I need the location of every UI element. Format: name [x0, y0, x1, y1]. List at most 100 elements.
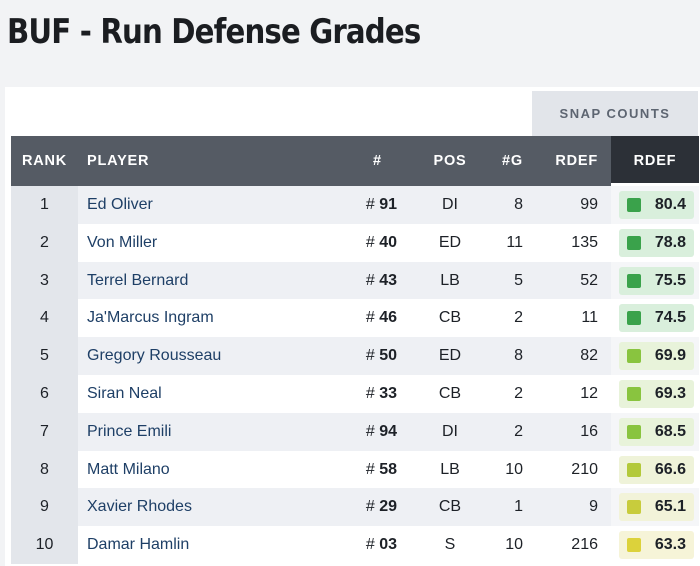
grade-value: 80.4 — [654, 196, 686, 213]
rank-cell: 5 — [11, 337, 78, 375]
jersey-number: # 46 — [331, 299, 397, 337]
jersey-number: # 33 — [331, 375, 397, 413]
table-row[interactable]: 1 Ed Oliver # 91 DI 8 99 80.4 — [11, 186, 699, 224]
jersey-hash: # — [365, 233, 375, 251]
grade-badge: 80.4 — [619, 191, 694, 219]
player-name-link[interactable]: Terrel Bernard — [87, 271, 189, 289]
column-header-snaps-rdef[interactable]: RDEF — [555, 153, 598, 169]
player-name-link[interactable]: Von Miller — [87, 233, 158, 251]
jersey-value: 58 — [379, 460, 397, 478]
jersey-value: 50 — [379, 347, 397, 365]
games-cell: 11 — [506, 233, 523, 251]
jersey-value: 94 — [379, 422, 397, 440]
snap-count-cell: 216 — [571, 536, 598, 554]
grade-color-swatch — [627, 198, 641, 212]
games-cell: 8 — [514, 196, 523, 213]
table-row[interactable]: 4 Ja'Marcus Ingram # 46 CB 2 11 74.5 — [11, 299, 699, 338]
column-header-pos[interactable]: POS — [433, 153, 467, 169]
jersey-hash: # — [365, 196, 375, 213]
player-name-link[interactable]: Gregory Rousseau — [87, 347, 222, 365]
jersey-value: 33 — [379, 384, 397, 402]
table-body: 1 Ed Oliver # 91 DI 8 99 80.4 2 Von Miller # 40 ED… — [11, 186, 699, 564]
snap-count-cell: 135 — [571, 233, 598, 251]
table-row[interactable]: 5 Gregory Rousseau # 50 ED 8 82 69.9 — [11, 337, 699, 375]
grade-value: 65.1 — [654, 498, 686, 516]
grade-cell: 78.8 — [611, 223, 699, 262]
jersey-value: 43 — [379, 271, 397, 289]
grade-badge: 66.6 — [619, 455, 694, 484]
grade-color-swatch — [627, 500, 641, 515]
table-row[interactable]: 3 Terrel Bernard # 43 LB 5 52 75.5 — [11, 261, 699, 300]
games-cell: 2 — [514, 309, 523, 327]
rank-cell: 6 — [11, 374, 78, 413]
jersey-number: # 58 — [331, 451, 397, 489]
column-header-jersey[interactable]: # — [373, 153, 382, 169]
grade-cell: 80.4 — [611, 186, 699, 224]
games-cell: 5 — [514, 271, 523, 289]
jersey-number: # 50 — [331, 337, 397, 375]
grade-badge: 69.3 — [619, 379, 694, 408]
grade-color-swatch — [627, 311, 641, 326]
rank-cell: 10 — [11, 526, 78, 564]
table-row[interactable]: 2 Von Miller # 40 ED 11 135 78.8 — [11, 223, 699, 262]
player-name-link[interactable]: Siran Neal — [87, 384, 162, 402]
grade-color-swatch — [627, 424, 641, 439]
games-cell: 1 — [514, 498, 523, 516]
column-header-games[interactable]: #G — [502, 153, 523, 169]
jersey-number: # 29 — [331, 488, 397, 526]
grade-cell: 74.5 — [611, 299, 699, 338]
position-cell: S — [444, 536, 456, 554]
column-header-grade-rdef[interactable]: RDEF — [611, 136, 699, 186]
table-row[interactable]: 7 Prince Emili # 94 DI 2 16 68.5 — [11, 412, 699, 451]
player-name-link[interactable]: Damar Hamlin — [87, 536, 190, 554]
grade-cell: 68.5 — [611, 412, 699, 451]
grade-cell: 75.5 — [611, 261, 699, 300]
grade-cell: 63.3 — [611, 526, 699, 564]
snap-count-cell: 9 — [589, 498, 598, 516]
table-header-row: RANK PLAYER # POS #G RDEF RDEF — [11, 136, 699, 186]
position-cell: ED — [438, 233, 462, 251]
player-name-link[interactable]: Matt Milano — [87, 460, 170, 478]
grade-cell: 69.9 — [611, 337, 699, 375]
jersey-hash: # — [365, 271, 375, 289]
jersey-number: # 94 — [331, 413, 397, 451]
games-cell: 8 — [514, 347, 523, 365]
snap-count-cell: 12 — [580, 384, 598, 402]
games-cell: 10 — [505, 536, 523, 554]
jersey-value: 29 — [379, 498, 397, 516]
grade-badge: 68.5 — [619, 417, 694, 446]
grade-value: 75.5 — [654, 271, 686, 289]
table-row[interactable]: 6 Siran Neal # 33 CB 2 12 69.3 — [11, 374, 699, 413]
grade-color-swatch — [627, 349, 641, 364]
jersey-hash: # — [365, 384, 375, 402]
table-row[interactable]: 8 Matt Milano # 58 LB 10 210 66.6 — [11, 450, 699, 489]
grade-value: 63.3 — [654, 536, 686, 554]
player-name-link[interactable]: Prince Emili — [87, 422, 172, 440]
table-row[interactable]: 10 Damar Hamlin # 03 S 10 216 63.3 — [11, 526, 699, 564]
player-name-link[interactable]: Ed Oliver — [87, 196, 153, 213]
player-name-link[interactable]: Xavier Rhodes — [87, 498, 192, 516]
snap-count-cell: 52 — [580, 271, 598, 289]
grades-table: SNAP COUNTS RANK PLAYER # POS #G RDEF RD… — [5, 87, 700, 566]
jersey-number: # 43 — [331, 262, 397, 300]
grade-badge: 75.5 — [619, 266, 694, 295]
rank-cell: 2 — [11, 223, 78, 262]
grade-cell: 65.1 — [611, 488, 699, 527]
page-title: BUF - Run Defense Grades — [7, 12, 421, 52]
player-name-link[interactable]: Ja'Marcus Ingram — [87, 309, 214, 327]
grade-badge: 69.9 — [619, 342, 694, 371]
jersey-value: 40 — [379, 233, 397, 251]
grade-badge: 63.3 — [619, 531, 694, 560]
column-header-rank[interactable]: RANK — [21, 153, 68, 169]
games-cell: 2 — [514, 384, 523, 402]
snap-count-cell: 210 — [571, 460, 598, 478]
table-row[interactable]: 9 Xavier Rhodes # 29 CB 1 9 65.1 — [11, 488, 699, 527]
grade-color-swatch — [627, 235, 641, 250]
grade-value: 66.6 — [654, 460, 686, 478]
position-cell: LB — [440, 460, 460, 478]
rank-cell: 9 — [11, 488, 78, 527]
grade-color-swatch — [627, 386, 641, 401]
column-header-player[interactable]: PLAYER — [87, 153, 150, 169]
rank-cell: 7 — [11, 412, 78, 451]
snap-count-cell: 82 — [580, 347, 598, 365]
